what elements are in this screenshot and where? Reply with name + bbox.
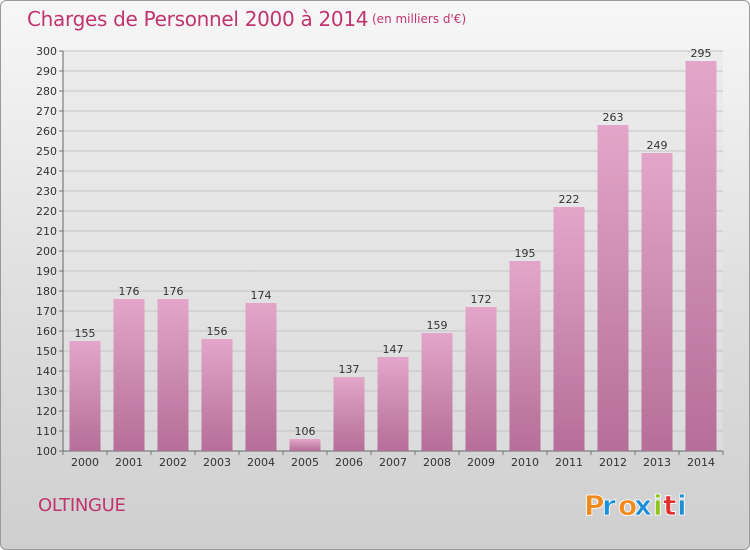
- logo-letter: P: [584, 489, 605, 522]
- y-tick-label: 100: [36, 445, 57, 458]
- x-tick-label: 2000: [71, 456, 99, 469]
- bar: [245, 303, 277, 451]
- data-label: 295: [691, 47, 712, 60]
- bar: [465, 307, 497, 451]
- y-tick-label: 220: [36, 205, 57, 218]
- data-label: 263: [603, 111, 624, 124]
- bar: [597, 125, 629, 451]
- x-tick-label: 2007: [379, 456, 407, 469]
- proxiti-logo: Pr ox i t i: [584, 489, 687, 523]
- x-tick-label: 2012: [599, 456, 627, 469]
- y-tick-label: 110: [36, 425, 57, 438]
- x-tick-label: 2011: [555, 456, 583, 469]
- bar: [289, 439, 321, 451]
- y-tick-label: 120: [36, 405, 57, 418]
- bar: [553, 207, 585, 451]
- x-tick-label: 2001: [115, 456, 143, 469]
- x-tick-label: 2002: [159, 456, 187, 469]
- data-label: 249: [647, 139, 668, 152]
- logo-letter: i: [677, 489, 687, 522]
- data-label: 137: [339, 363, 360, 376]
- data-label: 159: [427, 319, 448, 332]
- data-label: 155: [75, 327, 96, 340]
- y-tick-label: 260: [36, 125, 57, 138]
- data-label: 147: [383, 343, 404, 356]
- data-label: 106: [295, 425, 316, 438]
- y-tick-label: 250: [36, 145, 57, 158]
- y-tick-label: 300: [36, 45, 57, 58]
- y-tick-label: 130: [36, 385, 57, 398]
- logo-letter: o: [618, 489, 637, 522]
- x-tick-label: 2006: [335, 456, 363, 469]
- y-tick-label: 230: [36, 185, 57, 198]
- x-tick-label: 2003: [203, 456, 231, 469]
- data-label: 176: [119, 285, 140, 298]
- y-tick-label: 240: [36, 165, 57, 178]
- bar: [509, 261, 541, 451]
- chart-subtitle: (en milliers d'€): [372, 12, 467, 26]
- data-label: 222: [559, 193, 580, 206]
- y-tick-label: 190: [36, 265, 57, 278]
- bar: [157, 299, 189, 451]
- data-label: 176: [163, 285, 184, 298]
- commune-name: OLTINGUE: [38, 495, 126, 516]
- y-tick-label: 170: [36, 305, 57, 318]
- y-tick-label: 160: [36, 325, 57, 338]
- y-tick-label: 200: [36, 245, 57, 258]
- y-tick-label: 210: [36, 225, 57, 238]
- x-tick-label: 2005: [291, 456, 319, 469]
- logo-letter: t: [663, 489, 676, 522]
- y-tick-label: 150: [36, 345, 57, 358]
- logo-letter: r: [602, 489, 616, 522]
- x-tick-label: 2009: [467, 456, 495, 469]
- logo-letter: x: [634, 489, 652, 522]
- bar: [113, 299, 145, 451]
- data-label: 156: [207, 325, 228, 338]
- chart-title: Charges de Personnel 2000 à 2014: [27, 7, 369, 31]
- y-tick-label: 270: [36, 105, 57, 118]
- x-tick-label: 2010: [511, 456, 539, 469]
- bar: [201, 339, 233, 451]
- y-tick-label: 180: [36, 285, 57, 298]
- bar: [641, 153, 673, 451]
- data-label: 195: [515, 247, 536, 260]
- y-tick-label: 140: [36, 365, 57, 378]
- bar: [421, 333, 453, 451]
- x-tick-label: 2008: [423, 456, 451, 469]
- logo-letter: i: [653, 489, 663, 522]
- x-tick-label: 2004: [247, 456, 275, 469]
- bar: [69, 341, 101, 451]
- data-label: 172: [471, 293, 492, 306]
- x-tick-label: 2014: [687, 456, 715, 469]
- y-tick-label: 280: [36, 85, 57, 98]
- data-label: 174: [251, 289, 272, 302]
- bar: [377, 357, 409, 451]
- bar: [685, 61, 717, 451]
- y-tick-label: 290: [36, 65, 57, 78]
- x-tick-label: 2013: [643, 456, 671, 469]
- bar: [333, 377, 365, 451]
